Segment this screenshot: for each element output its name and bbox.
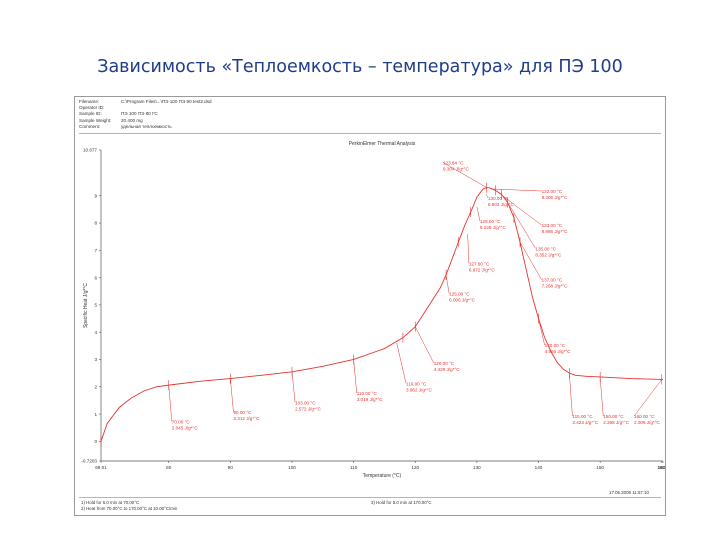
- annotation-specific-heat: 2.045 J/g*°C: [172, 426, 199, 431]
- x-tick-label: 150: [596, 465, 604, 470]
- y-tick-label: 10.677: [83, 148, 97, 153]
- annotation-specific-heat: 3.019 J/g*°C: [357, 397, 384, 402]
- annotation-temperature: 90.00 °C: [233, 410, 252, 415]
- annotation-leader: [415, 326, 434, 364]
- annotation-specific-heat: 2.368 J/g*°C: [603, 420, 630, 425]
- annotation-specific-heat: 2.572 J/g*°C: [295, 407, 322, 412]
- x-tick-label: 160: [658, 465, 665, 470]
- annotation-temperature: 123.64 °C: [443, 160, 464, 165]
- annotation-leader: [633, 379, 662, 417]
- annotation-temperature: 116.00 °C: [406, 381, 427, 386]
- y-tick-label: 2: [94, 384, 97, 389]
- thermal-analysis-panel: Filename: C:\Program Files\...\ПЭ 100 ПЭ …: [74, 96, 666, 516]
- annotation-specific-heat: 2.423 J/g*°C: [572, 420, 599, 425]
- annotation-leader: [569, 373, 573, 417]
- annotation-specific-heat: 2.006 J/g*°C: [634, 420, 661, 425]
- y-tick-label: 8: [94, 221, 97, 226]
- annotation-temperature: 103.00 °C: [295, 401, 316, 406]
- y-tick-label: 1: [94, 412, 97, 417]
- method-step-3: 3) Hold for 5.0 min at 170.00°C: [371, 500, 432, 505]
- specific-heat-curve: [100, 187, 663, 442]
- y-tick-label: 0: [94, 439, 97, 444]
- annotation-leader: [396, 343, 407, 384]
- annotation-leader: [599, 376, 604, 417]
- slide-title: Зависимость «Теплоемкость – температура»…: [97, 57, 623, 77]
- y-tick-label: -0.7203: [81, 459, 97, 464]
- y-tick-label: 4: [94, 330, 97, 335]
- annotation-specific-heat: 8.225 J/g*°C: [480, 225, 507, 230]
- x-tick-label: 100: [288, 465, 296, 470]
- method-step-2: 2) Heat from 70.00°C to 170.00°C at 10.0…: [81, 506, 178, 511]
- specific-heat-chart: PerkinElmer Thermal Analysis 10.677 9 8 7 6 5 4…: [81, 141, 665, 479]
- x-axis-label: Temperature (°C): [363, 473, 402, 479]
- annotation-specific-heat: 2.312 J/g*°C: [233, 416, 260, 421]
- y-tick-label: 3: [94, 357, 97, 362]
- annotation-specific-heat: 6.006 J/g*°C: [449, 297, 476, 302]
- annotation-specific-heat: 4.429 J/g*°C: [434, 367, 461, 372]
- annotation-temperature: 129.00 °C: [480, 219, 501, 224]
- annotation-specific-heat: 4.560 J/g*°C: [545, 349, 572, 354]
- annotation-leader: [495, 190, 542, 226]
- annotation-leader: [353, 359, 357, 393]
- method-step-1: 1) Hold for 5.0 min at 70.00°C: [81, 500, 140, 505]
- method-footer: 1) Hold for 5.0 min at 70.00°C 2) Heat f…: [79, 490, 661, 514]
- annotation-leader: [445, 274, 450, 294]
- annotation-temperature: 127.00 °C: [469, 261, 490, 266]
- y-axis-label: Specific Heat J/g*°C: [83, 283, 89, 328]
- annotation-temperature: 132.00 °C: [542, 189, 563, 194]
- info-row-sample-weight: Sample Weight: 20.400 mg: [79, 117, 143, 123]
- annotation-temperature: 133.00 °C: [542, 223, 563, 228]
- annotation-leader: [230, 378, 234, 413]
- chart-title: PerkinElmer Thermal Analysis: [349, 141, 416, 147]
- annotation-temperature: 115.00 °C: [572, 414, 593, 419]
- annotation-leader: [492, 188, 542, 192]
- y-tick-label: 6: [94, 275, 97, 280]
- x-tick-label: 80: [166, 465, 172, 470]
- annotation-specific-heat: 7.268 J/g*°C: [542, 284, 569, 289]
- x-tick-label: 130: [473, 465, 481, 470]
- y-tick-label: 7: [94, 248, 97, 253]
- x-tick-label: 90: [228, 465, 234, 470]
- x-tick-label: 120: [411, 465, 419, 470]
- annotation-specific-heat: 3.962 J/g*°C: [406, 387, 433, 392]
- annotation-temperature: 120.00 °C: [434, 361, 455, 366]
- annotation-leader: [507, 202, 536, 249]
- annotation-temperature: 137.00 °C: [542, 278, 563, 283]
- annotation-temperature: 130.00 °C: [488, 196, 509, 201]
- annotation-specific-heat: 6.972 J/g*°C: [469, 267, 496, 272]
- annotation-temperature: 125.00 °C: [449, 291, 470, 296]
- x-tick-label: 110: [350, 465, 358, 470]
- annotation-temperature: 110.00 °C: [357, 391, 378, 396]
- annotation-leader: [168, 385, 173, 422]
- annotation-temperature: 160.00 °C: [634, 414, 655, 419]
- timestamp: 17.05.2008 11:57:10: [609, 490, 649, 495]
- y-tick-label: 5: [94, 303, 97, 308]
- x-tick-label: 69.01: [95, 465, 107, 470]
- info-row-operator: Operator ID:: [79, 105, 105, 111]
- annotation-specific-heat: 9.304 J/g*°C: [443, 166, 470, 171]
- annotation-temperature: 135.00 °C: [535, 246, 556, 251]
- annotation-leader: [291, 371, 296, 403]
- annotation-leader: [442, 162, 487, 188]
- x-tick-label: 160.2: [657, 465, 665, 470]
- annotation-temperature: 70.00 °C: [172, 420, 191, 425]
- annotation-leader: [538, 318, 545, 346]
- info-row-sample-id: Sample ID: ПЭ 100 ПЭ 80 ГС: [79, 111, 158, 117]
- annotation-specific-heat: 9.306 J/g*°C: [542, 195, 569, 200]
- y-tick-label: 9: [94, 193, 97, 198]
- annotation-specific-heat: 8.803 J/g*°C: [488, 202, 515, 207]
- sample-info-box: Filename: C:\Program Files\...\ПЭ 100 ПЭ …: [79, 99, 661, 134]
- annotation-leader: [485, 194, 489, 198]
- annotation-specific-heat: 8.352 J/g*°C: [535, 252, 562, 257]
- info-row-comment: Comment: удельная теплоемкость: [79, 123, 172, 129]
- x-tick-label: 140: [535, 465, 543, 470]
- annotation-leader: [519, 242, 542, 280]
- annotation-leader: [476, 206, 481, 222]
- annotation-specific-heat: 8.986 J/g*°C: [542, 229, 569, 234]
- annotation-temperature: 140.00 °C: [545, 343, 566, 348]
- annotation-leader: [467, 233, 470, 264]
- annotation-temperature: 150.00 °C: [603, 414, 624, 419]
- info-row-filename: Filename: C:\Program Files\...\ПЭ 100 ПЭ …: [79, 99, 212, 104]
